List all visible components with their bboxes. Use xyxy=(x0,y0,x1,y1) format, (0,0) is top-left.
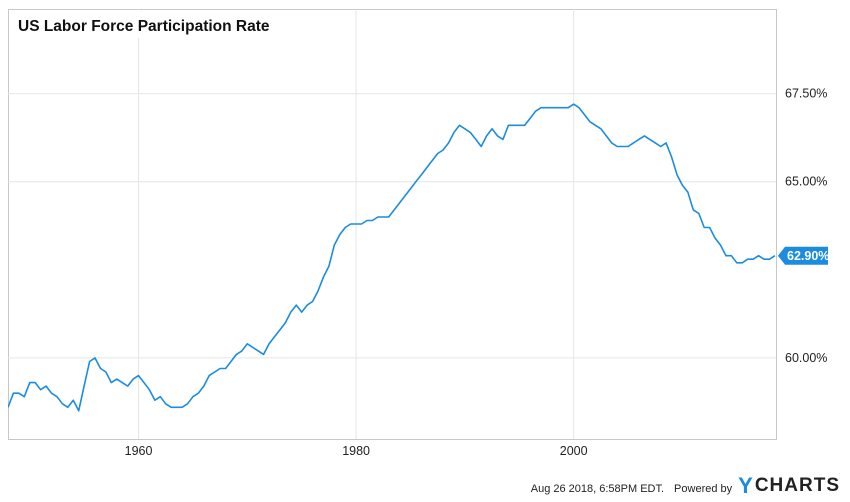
x-tick-label: 1960 xyxy=(125,444,153,458)
ycharts-logo-text: CHARTS xyxy=(754,475,840,496)
x-tick-labels: 1960 1980 2000 xyxy=(125,444,588,458)
last-value-badge: 62.90% xyxy=(778,246,829,265)
footer-timestamp: Aug 26 2018, 6:58PM EDT. xyxy=(530,483,665,495)
ycharts-logo-y: Y xyxy=(738,473,754,498)
last-value-pointer xyxy=(778,246,828,265)
line-chart: US Labor Force Participation Rate 60.00%… xyxy=(7,9,829,458)
footer: Aug 26 2018, 6:58PM EDT. Powered by Y CH… xyxy=(530,473,840,498)
plot-border xyxy=(8,9,777,440)
y-tick-labels: 60.00% 65.00% 67.50% xyxy=(785,87,827,365)
footer-powered-by: Powered by xyxy=(674,483,733,495)
chart-title: US Labor Force Participation Rate xyxy=(18,18,270,35)
y-tick-label: 60.00% xyxy=(785,351,827,365)
title-box xyxy=(9,10,271,38)
y-tick-label: 65.00% xyxy=(785,175,827,189)
x-tick-label: 2000 xyxy=(560,444,588,458)
x-tick-label: 1980 xyxy=(342,444,370,458)
chart-frame: US Labor Force Participation Rate 60.00%… xyxy=(7,9,846,497)
series-line xyxy=(7,103,776,412)
y-tick-label: 67.50% xyxy=(785,87,827,101)
ycharts-logo[interactable]: Y CHARTS xyxy=(738,473,840,498)
last-value-label: 62.90% xyxy=(787,249,829,263)
